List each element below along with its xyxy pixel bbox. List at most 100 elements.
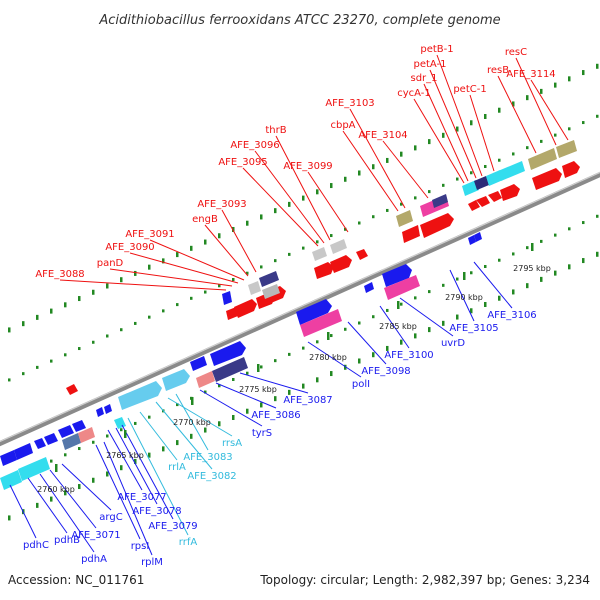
- bottom-gene-label[interactable]: AFE_3106: [487, 310, 536, 321]
- gene-arrow-bottom[interactable]: [190, 356, 207, 371]
- gene-arrow-top[interactable]: [562, 161, 580, 178]
- gene-block-grey[interactable]: [312, 247, 327, 261]
- gene-block-navy[interactable]: [212, 357, 248, 382]
- gene-block-cyan[interactable]: [462, 180, 479, 196]
- gene-arrow-bottom[interactable]: [58, 425, 74, 438]
- top-gene-label[interactable]: resC: [505, 47, 527, 58]
- gene-arrow-top[interactable]: [420, 213, 454, 238]
- gene-block-magenta[interactable]: [300, 309, 342, 337]
- bottom-gene-label[interactable]: pdhB: [54, 535, 80, 546]
- bottom-gene-label[interactable]: pdhC: [23, 540, 49, 551]
- gene-arrow-bottom[interactable]: [96, 407, 104, 417]
- top-gene-label[interactable]: AFE_3088: [35, 269, 84, 280]
- rna-gene-label[interactable]: AFE_3082: [187, 471, 236, 482]
- gene-block-lightblue[interactable]: [162, 369, 190, 391]
- gene-arrow-top[interactable]: [234, 299, 257, 318]
- gene-arrow-top[interactable]: [532, 168, 562, 190]
- bottom-gene-label[interactable]: AFE_3078: [132, 506, 181, 517]
- gene-block-olive[interactable]: [556, 140, 577, 158]
- bottom-gene-label[interactable]: polI: [352, 379, 370, 390]
- gene-arrow-top[interactable]: [356, 249, 368, 260]
- gene-arrow-bottom[interactable]: [104, 404, 112, 414]
- top-gene-label[interactable]: sdr_1: [410, 73, 437, 84]
- bottom-gene-label[interactable]: rpsI: [131, 541, 150, 552]
- gene-block-grey[interactable]: [262, 284, 280, 299]
- top-gene-label[interactable]: AFE_3099: [283, 161, 332, 172]
- top-gene-label[interactable]: resB: [487, 65, 509, 76]
- top-gene-label[interactable]: cycA-1: [397, 88, 431, 99]
- bottom-gene-label[interactable]: pdhA: [81, 554, 107, 565]
- top-gene-label[interactable]: petA-1: [413, 59, 446, 70]
- gene-arrow-top[interactable]: [402, 225, 420, 243]
- gene-arrow-bottom[interactable]: [14, 443, 33, 460]
- top-gene-label[interactable]: AFE_3090: [105, 242, 154, 253]
- gene-block-navy[interactable]: [474, 176, 489, 190]
- bottom-gene-label[interactable]: tyrS: [252, 428, 272, 439]
- gene-arrow-top[interactable]: [468, 200, 480, 211]
- rna-gene-label[interactable]: rrfA: [179, 537, 198, 548]
- top-gene-label[interactable]: AFE_3104: [358, 130, 407, 141]
- top-gene-label[interactable]: petC-1: [453, 84, 486, 95]
- gene-block-grey[interactable]: [248, 281, 261, 295]
- top-gene-label[interactable]: AFE_3114: [506, 69, 555, 80]
- rna-gene-label[interactable]: AFE_3083: [183, 452, 232, 463]
- bottom-gene-label[interactable]: rplM: [141, 557, 163, 568]
- bottom-gene-label[interactable]: AFE_3077: [117, 492, 166, 503]
- bottom-gene-label[interactable]: argC: [99, 512, 122, 523]
- bottom-gene-label[interactable]: AFE_3098: [361, 366, 410, 377]
- gene-block-cyan[interactable]: [114, 417, 126, 429]
- top-gene-label[interactable]: cbpA: [330, 120, 355, 131]
- gene-arrow-bottom[interactable]: [0, 450, 17, 466]
- gene-block-cyan[interactable]: [0, 470, 22, 490]
- bottom-gene-label[interactable]: uvrD: [441, 338, 465, 349]
- top-gene-label[interactable]: AFE_3095: [218, 157, 267, 168]
- bottom-gene-label[interactable]: AFE_3079: [148, 521, 197, 532]
- top-gene-label[interactable]: AFE_3096: [230, 140, 279, 151]
- rna-gene-label[interactable]: rrsA: [222, 438, 242, 449]
- gene-block-navy[interactable]: [259, 271, 279, 287]
- top-gene-label[interactable]: petB-1: [420, 44, 453, 55]
- gene-block-cyan[interactable]: [498, 161, 525, 181]
- gene-arrow-top[interactable]: [500, 184, 520, 201]
- top-gene-label[interactable]: thrB: [265, 125, 286, 136]
- gene-block-cyan[interactable]: [486, 170, 503, 186]
- guide-dot: [526, 95, 529, 101]
- gene-arrow-top[interactable]: [476, 196, 490, 207]
- gene-block-steel[interactable]: [62, 433, 81, 450]
- gene-block-pink[interactable]: [78, 427, 95, 443]
- gene-block-grey[interactable]: [330, 239, 347, 254]
- top-gene-label[interactable]: engB: [192, 214, 218, 225]
- gene-arrow-top[interactable]: [314, 262, 334, 279]
- bottom-gene-label[interactable]: AFE_3100: [384, 350, 433, 361]
- gene-block-pink[interactable]: [196, 371, 215, 388]
- top-gene-label[interactable]: AFE_3091: [125, 229, 174, 240]
- gene-block-lightblue[interactable]: [118, 381, 162, 410]
- gene-arrow-bottom[interactable]: [222, 291, 232, 305]
- gene-arrow-bottom[interactable]: [210, 341, 246, 366]
- gene-arrow-top[interactable]: [330, 255, 352, 273]
- top-gene-label[interactable]: AFE_3103: [325, 98, 374, 109]
- gene-arrow-bottom[interactable]: [72, 420, 86, 432]
- gene-arrow-bottom[interactable]: [382, 264, 412, 287]
- gene-arrow-top[interactable]: [66, 384, 78, 395]
- gene-block-cyan[interactable]: [18, 457, 50, 481]
- top-gene-label[interactable]: panD: [97, 258, 124, 269]
- gene-arrow-bottom[interactable]: [296, 299, 332, 325]
- top-gene-label[interactable]: AFE_3093: [197, 199, 246, 210]
- gene-arrow-bottom[interactable]: [34, 438, 46, 449]
- rna-gene-label[interactable]: rrlA: [168, 462, 186, 473]
- gene-block-magenta[interactable]: [384, 275, 420, 300]
- bottom-gene-label[interactable]: AFE_3105: [449, 323, 498, 334]
- gene-block-navy[interactable]: [432, 194, 448, 208]
- gene-arrow-top[interactable]: [226, 307, 238, 320]
- bottom-gene-label[interactable]: AFE_3086: [251, 410, 300, 421]
- gene-arrow-bottom[interactable]: [364, 282, 374, 293]
- gene-arrow-bottom[interactable]: [474, 232, 482, 242]
- gene-arrow-bottom[interactable]: [44, 433, 58, 445]
- bottom-gene-label[interactable]: AFE_3071: [71, 530, 120, 541]
- gene-block-olive[interactable]: [528, 148, 557, 170]
- bottom-gene-label[interactable]: AFE_3087: [283, 395, 332, 406]
- gene-arrow-bottom[interactable]: [468, 235, 476, 245]
- gene-block-olive[interactable]: [396, 210, 413, 227]
- gene-arrow-top[interactable]: [488, 191, 502, 202]
